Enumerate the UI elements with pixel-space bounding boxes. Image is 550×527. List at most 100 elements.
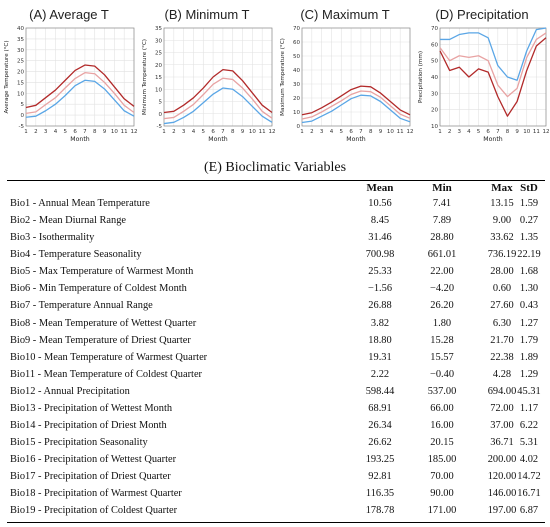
variable-cell: Bio17 - Precipitation of Driest Quarter: [10, 471, 171, 483]
y-tick-label: 35: [155, 26, 162, 32]
mean-cell: 26.34: [368, 420, 392, 432]
x-tick-label: 12: [269, 129, 276, 135]
min-cell: 7.41: [432, 198, 452, 209]
min-cell: 7.89: [432, 215, 452, 227]
table-bottom-rule: [7, 522, 545, 523]
std-cell: 1.27: [519, 317, 539, 329]
series-line: [25, 79, 135, 118]
x-tick-label: 12: [131, 129, 138, 135]
variable-cell: Bio19 - Precipitation of Coldest Quarter: [10, 505, 178, 517]
table-title: (E) Bioclimatic Variables: [203, 160, 347, 175]
x-tick-label: 8: [506, 129, 510, 135]
x-tick-label: 2: [310, 129, 314, 135]
mean-cell: 8.45: [370, 215, 390, 227]
table-body: Bio1 - Annual Mean Temperature 10.56 7.41 1…: [0, 196, 550, 521]
x-tick-label: 5: [64, 129, 68, 135]
std-cell: 0.27: [519, 215, 539, 227]
min-cell: 90.00: [430, 488, 454, 500]
x-tick-label: 1: [300, 129, 304, 135]
x-axis-label: Month: [346, 136, 365, 143]
y-tick-label: 10: [17, 91, 24, 97]
min-cell: 20.15: [430, 437, 454, 449]
y-tick-label: 60: [431, 42, 438, 48]
x-tick-label: 4: [192, 129, 196, 135]
y-tick-label: -5: [157, 124, 163, 130]
chart-title: (C) Maximum T: [300, 7, 390, 22]
x-tick-label: 3: [44, 129, 48, 135]
y-tick-label: 35: [17, 37, 24, 43]
std-cell: 4.02: [519, 454, 539, 466]
variable-cell: Bio16 - Precipitation of Wettest Quarter: [10, 454, 177, 466]
mean-cell: 31.46: [368, 232, 392, 244]
std-cell: 14.72: [517, 471, 541, 483]
variable-cell: Bio8 - Mean Temperature of Wettest Quart…: [10, 317, 197, 329]
chart-panel-a: (A) Average T -5 0 5 10 15 20 25 30 35 40 1 2 3 4 5 6 7 8…: [0, 0, 138, 152]
plot-frame: [439, 27, 547, 127]
series-line: [25, 64, 135, 109]
std-cell: 1.89: [519, 351, 539, 363]
mean-cell: 193.25: [365, 454, 395, 466]
x-tick-label: 9: [103, 129, 107, 135]
std-cell: 1.59: [519, 198, 539, 209]
x-tick-label: 1: [438, 129, 442, 135]
mean-cell: 18.80: [368, 334, 392, 346]
x-tick-label: 10: [111, 129, 118, 135]
series-line: [25, 71, 135, 115]
mean-cell: 68.91: [368, 402, 392, 414]
table-row: Bio10 - Mean Temperature of Warmest Quar…: [0, 350, 550, 367]
header-mean: Mean: [366, 182, 394, 194]
x-tick-label: 11: [121, 129, 128, 135]
x-tick-label: 2: [172, 129, 176, 135]
variable-cell: Bio4 - Temperature Seasonality: [10, 249, 142, 261]
max-cell: 200.00: [487, 454, 517, 466]
x-axis-label: Month: [70, 136, 89, 143]
table-row: Bio19 - Precipitation of Coldest Quarter…: [0, 503, 550, 521]
table-header: Mean Min Max StD: [0, 182, 550, 198]
max-cell: 13.15: [490, 198, 514, 209]
max-cell: 33.62: [490, 232, 514, 244]
min-cell: 15.57: [430, 351, 454, 363]
table-row: Bio7 - Temperature Annual Range 26.88 26.2…: [0, 298, 550, 316]
y-tick-label: 50: [431, 59, 438, 65]
variable-cell: Bio11 - Mean Temperature of Coldest Quar…: [10, 368, 203, 380]
mean-cell: 92.81: [368, 471, 392, 483]
y-tick-label: 40: [17, 26, 24, 32]
max-cell: 120.00: [487, 471, 517, 483]
std-cell: 1.17: [519, 402, 539, 414]
mean-cell: 598.44: [365, 385, 395, 397]
x-tick-label: 2: [34, 129, 38, 135]
max-cell: 197.00: [487, 505, 517, 517]
x-tick-label: 8: [93, 129, 97, 135]
std-cell: 0.43: [519, 300, 539, 312]
y-tick-label: 5: [159, 100, 163, 106]
y-tick-label: -5: [19, 124, 25, 130]
y-axis-label: Maximum Temperature (°C): [280, 38, 286, 116]
variable-cell: Bio12 - Annual Precipitation: [10, 385, 130, 397]
chart-panel-c: (C) Maximum T 0 10 20 30 40 50 60 70 1 2 3 4 5 6 7 8 9 10…: [276, 0, 414, 152]
table-row: Bio13 - Precipitation of Wettest Month 68…: [0, 400, 550, 419]
y-tick-label: 0: [21, 113, 25, 119]
mean-cell: 10.56: [368, 198, 392, 209]
y-tick-label: 30: [431, 91, 438, 97]
mean-cell: −1.56: [367, 283, 393, 295]
x-tick-label: 4: [467, 129, 471, 135]
series-line: [301, 94, 411, 124]
series-line: [163, 77, 273, 120]
chart-panel-b: (B) Minimum T -5 0 5 10 15 20 25 30 35 1 2 3 4 5 6 7 8 9 1…: [138, 0, 276, 152]
x-tick-label: 5: [340, 129, 344, 135]
x-axis-label: Month: [483, 136, 502, 143]
table-row: Bio1 - Annual Mean Temperature 10.56 7.41 1…: [0, 196, 550, 214]
std-cell: 45.31: [517, 385, 541, 397]
table-row: Bio8 - Mean Temperature of Wettest Quart…: [0, 316, 550, 333]
y-tick-label: 50: [293, 54, 300, 60]
std-cell: 1.68: [519, 266, 539, 278]
max-cell: 37.00: [490, 420, 514, 432]
y-tick-label: 25: [17, 59, 24, 65]
variable-cell: Bio15 - Precipitation Seasonality: [10, 437, 148, 449]
y-tick-label: 10: [155, 87, 162, 93]
table-row: Bio3 - Isothermality 31.46 28.80 33.62 1.35: [0, 230, 550, 248]
x-tick-label: 7: [221, 129, 225, 135]
